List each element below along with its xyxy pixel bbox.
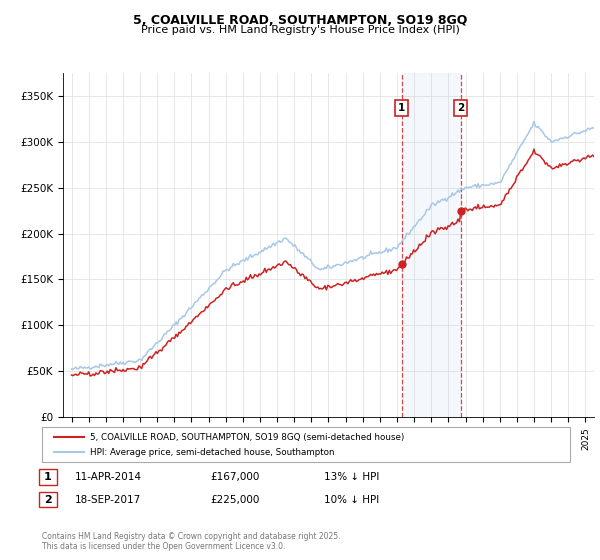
Text: 1: 1 xyxy=(44,472,52,482)
Text: 5, COALVILLE ROAD, SOUTHAMPTON, SO19 8GQ: 5, COALVILLE ROAD, SOUTHAMPTON, SO19 8GQ xyxy=(133,14,467,27)
Text: 18-SEP-2017: 18-SEP-2017 xyxy=(75,494,141,505)
Text: 10% ↓ HPI: 10% ↓ HPI xyxy=(324,494,379,505)
Text: £225,000: £225,000 xyxy=(210,494,259,505)
Text: 11-APR-2014: 11-APR-2014 xyxy=(75,472,142,482)
Text: 1: 1 xyxy=(398,102,405,113)
Text: 13% ↓ HPI: 13% ↓ HPI xyxy=(324,472,379,482)
Text: 5, COALVILLE ROAD, SOUTHAMPTON, SO19 8GQ (semi-detached house): 5, COALVILLE ROAD, SOUTHAMPTON, SO19 8GQ… xyxy=(90,432,404,441)
Text: £167,000: £167,000 xyxy=(210,472,259,482)
Text: HPI: Average price, semi-detached house, Southampton: HPI: Average price, semi-detached house,… xyxy=(90,448,335,457)
Text: Contains HM Land Registry data © Crown copyright and database right 2025.
This d: Contains HM Land Registry data © Crown c… xyxy=(42,532,341,552)
Bar xyxy=(401,73,461,417)
Text: Price paid vs. HM Land Registry's House Price Index (HPI): Price paid vs. HM Land Registry's House … xyxy=(140,25,460,35)
Text: 2: 2 xyxy=(44,494,52,505)
Text: 2: 2 xyxy=(457,102,464,113)
